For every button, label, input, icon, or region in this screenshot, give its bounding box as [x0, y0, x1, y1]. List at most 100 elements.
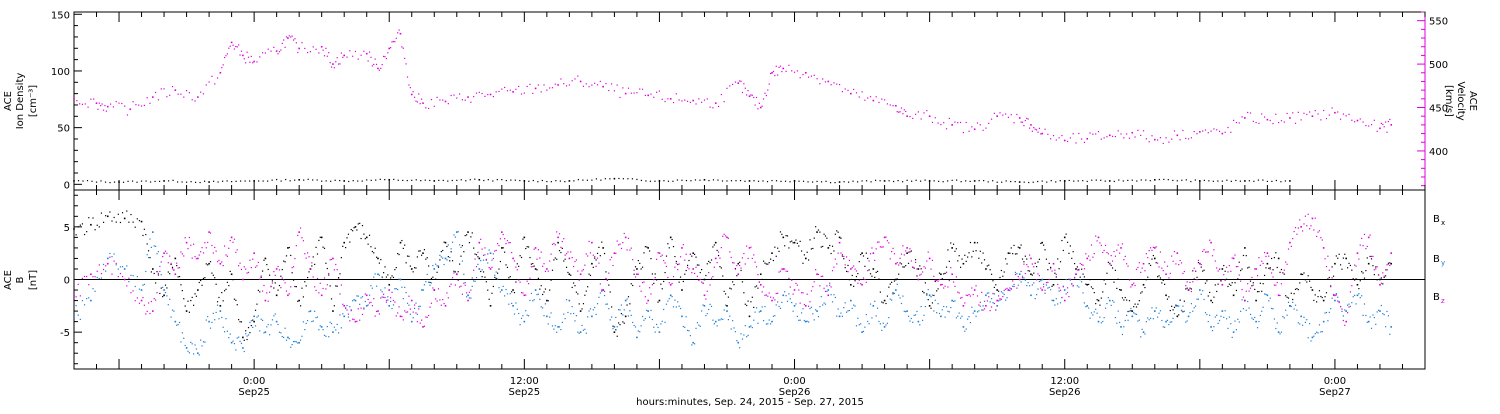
bz-point	[354, 320, 357, 323]
bz-point	[1277, 294, 1280, 297]
bx-sample	[1096, 299, 1098, 301]
bz-sample	[475, 265, 478, 268]
by-sample	[193, 353, 195, 355]
bx-sample	[1196, 276, 1198, 278]
by-sample	[834, 296, 836, 299]
velocity-sample	[622, 87, 624, 89]
by-sample	[1204, 312, 1207, 314]
bz-sample	[464, 284, 466, 286]
bx-sample	[394, 269, 396, 271]
bz-sample	[1161, 267, 1163, 269]
bz-sample	[1279, 294, 1281, 297]
bz-sample	[292, 266, 295, 268]
velocity-sample	[869, 96, 872, 98]
bz-sample	[1321, 239, 1323, 241]
velocity-sample	[487, 93, 489, 96]
bz-sample	[1332, 293, 1335, 296]
by-sample	[477, 263, 479, 266]
ion-density-sample	[739, 179, 742, 182]
ion-density-point	[838, 181, 841, 183]
velocity-sample	[867, 97, 869, 99]
bz-sample	[482, 254, 485, 256]
bz-sample	[770, 296, 772, 298]
by-sample	[802, 308, 804, 310]
velocity-sample	[357, 58, 359, 60]
bx-sample	[1283, 273, 1285, 275]
by-sample	[359, 303, 361, 305]
bz-sample	[1349, 291, 1352, 293]
by-sample	[307, 320, 309, 322]
by-sample	[1078, 286, 1080, 288]
bx-point	[602, 247, 604, 249]
ion-density-point	[1108, 180, 1111, 182]
bx-sample	[819, 231, 821, 233]
by-sample	[677, 301, 679, 303]
by-sample	[335, 329, 337, 331]
velocity-sample	[639, 88, 641, 90]
bz-sample	[314, 286, 316, 288]
ion-density-sample	[843, 181, 845, 183]
bx-sample	[267, 268, 269, 271]
by-sample	[1223, 316, 1225, 318]
by-point	[1379, 310, 1381, 312]
bz-sample	[892, 247, 894, 249]
bz-sample	[260, 275, 262, 277]
by-point	[410, 320, 413, 323]
velocity-sample	[768, 83, 770, 85]
bx-sample	[599, 255, 601, 257]
bx-sample	[1217, 283, 1219, 285]
by-sample	[1217, 322, 1219, 324]
top-panel-frame	[73, 11, 1426, 191]
bx-sample	[536, 269, 538, 271]
bx-sample	[450, 251, 452, 253]
bz-point	[579, 273, 582, 276]
bz-sample	[1024, 272, 1026, 275]
velocity-sample	[433, 105, 435, 107]
bz-sample	[167, 262, 169, 264]
bz-point	[242, 278, 244, 281]
bz-sample	[443, 303, 445, 305]
by-sample	[1303, 316, 1305, 318]
ion-density-sample	[933, 180, 935, 182]
bz-sample	[1045, 281, 1048, 284]
bz-point	[703, 294, 706, 297]
by-sample	[623, 309, 625, 311]
by-sample	[1089, 317, 1091, 319]
by-sample	[1054, 304, 1056, 306]
ion-density-sample	[249, 180, 251, 182]
by-sample	[1258, 320, 1260, 323]
bz-sample	[520, 292, 523, 294]
bx-sample	[1354, 279, 1356, 281]
bz-sample	[641, 282, 644, 284]
by-sample	[520, 317, 523, 320]
velocity-point	[1176, 134, 1179, 137]
by-sample	[221, 316, 223, 319]
by-sample	[826, 290, 828, 293]
bx-point	[1221, 268, 1224, 270]
ion-density-sample	[267, 180, 269, 182]
bz-sample	[233, 238, 236, 240]
by-sample	[330, 322, 333, 325]
bx-sample	[502, 247, 504, 249]
bz-sample	[758, 281, 760, 283]
bz-sample	[495, 249, 497, 252]
bz-sample	[1386, 264, 1388, 266]
bx-sample	[184, 305, 186, 307]
by-sample	[1306, 319, 1308, 321]
bx-point	[804, 257, 807, 260]
bx-point	[647, 247, 649, 249]
by-sample	[1280, 331, 1283, 333]
bx-sample	[1359, 280, 1361, 282]
velocity-sample	[678, 99, 680, 101]
velocity-point	[906, 115, 908, 117]
by-sample	[954, 300, 956, 302]
bx-sample	[532, 262, 534, 265]
velocity-point	[174, 89, 177, 91]
by-sample	[518, 312, 520, 315]
velocity-sample	[1365, 124, 1367, 127]
by-sample	[1028, 285, 1031, 287]
bz-sample	[156, 292, 158, 294]
bz-sample	[719, 257, 721, 259]
by-sample	[1179, 299, 1181, 301]
velocity-sample	[833, 82, 835, 84]
